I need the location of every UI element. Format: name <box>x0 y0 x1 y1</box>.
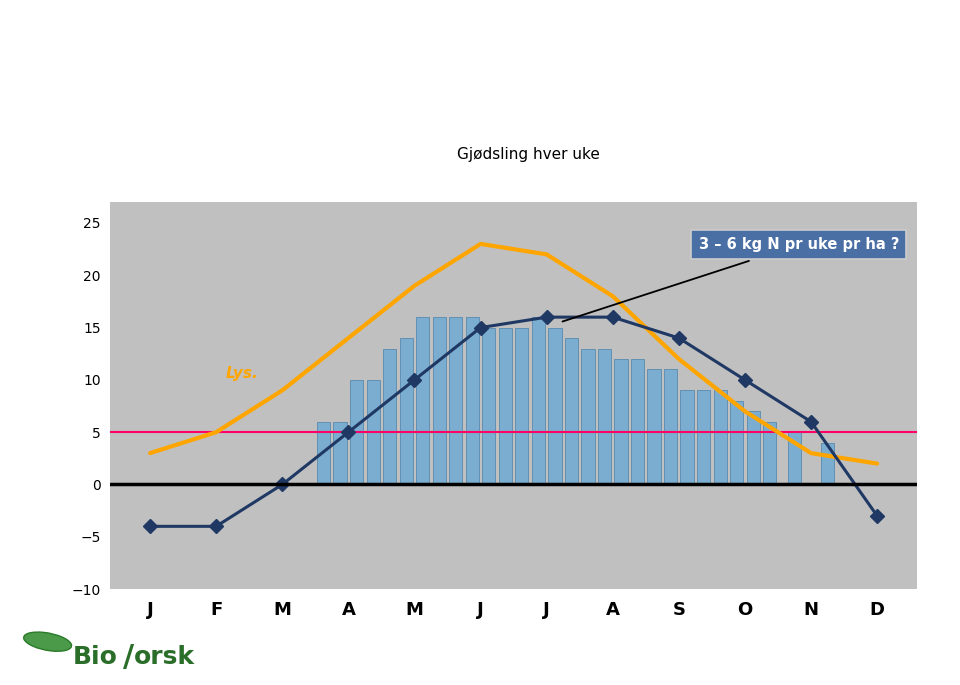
Bar <box>532 317 545 484</box>
Bar <box>697 390 710 484</box>
Bar <box>747 411 759 484</box>
Text: /: / <box>123 643 133 672</box>
Text: Temperatur og lys: Temperatur og lys <box>44 327 57 464</box>
Bar <box>763 422 777 484</box>
Text: temperaturforhold i Sør-Norge: temperaturforhold i Sør-Norge <box>321 90 659 109</box>
Bar <box>350 380 363 484</box>
Text: Bio: Bio <box>73 645 118 669</box>
Bar <box>564 338 578 484</box>
Text: Gjødsling hver uke: Gjødsling hver uke <box>457 147 599 162</box>
Bar <box>499 327 512 484</box>
Bar <box>730 401 743 484</box>
Bar <box>614 359 628 484</box>
Bar <box>383 349 396 484</box>
Text: 3 – 6 kg N pr uke pr ha ?: 3 – 6 kg N pr uke pr ha ? <box>563 237 900 321</box>
Bar <box>333 422 347 484</box>
Bar <box>433 317 445 484</box>
Bar <box>647 369 660 484</box>
Bar <box>582 349 594 484</box>
Bar <box>482 327 495 484</box>
Bar <box>449 317 463 484</box>
Text: orsk: orsk <box>134 645 195 669</box>
Text: Måneder: Måneder <box>411 619 487 634</box>
Bar <box>548 327 562 484</box>
Bar <box>788 432 802 484</box>
Bar <box>664 369 677 484</box>
Ellipse shape <box>24 632 72 651</box>
Bar <box>681 390 694 484</box>
Bar <box>631 359 644 484</box>
Bar <box>713 390 727 484</box>
Bar <box>317 422 330 484</box>
Bar <box>399 338 413 484</box>
Text: Gjødselprogram som er tilpassset naturlige lys og: Gjødselprogram som er tilpassset naturli… <box>215 41 764 60</box>
Bar <box>598 349 612 484</box>
Bar <box>516 327 528 484</box>
Text: Lys.: Lys. <box>226 366 259 381</box>
Bar <box>821 443 834 484</box>
Bar <box>367 380 380 484</box>
Bar <box>466 317 479 484</box>
Bar <box>416 317 429 484</box>
